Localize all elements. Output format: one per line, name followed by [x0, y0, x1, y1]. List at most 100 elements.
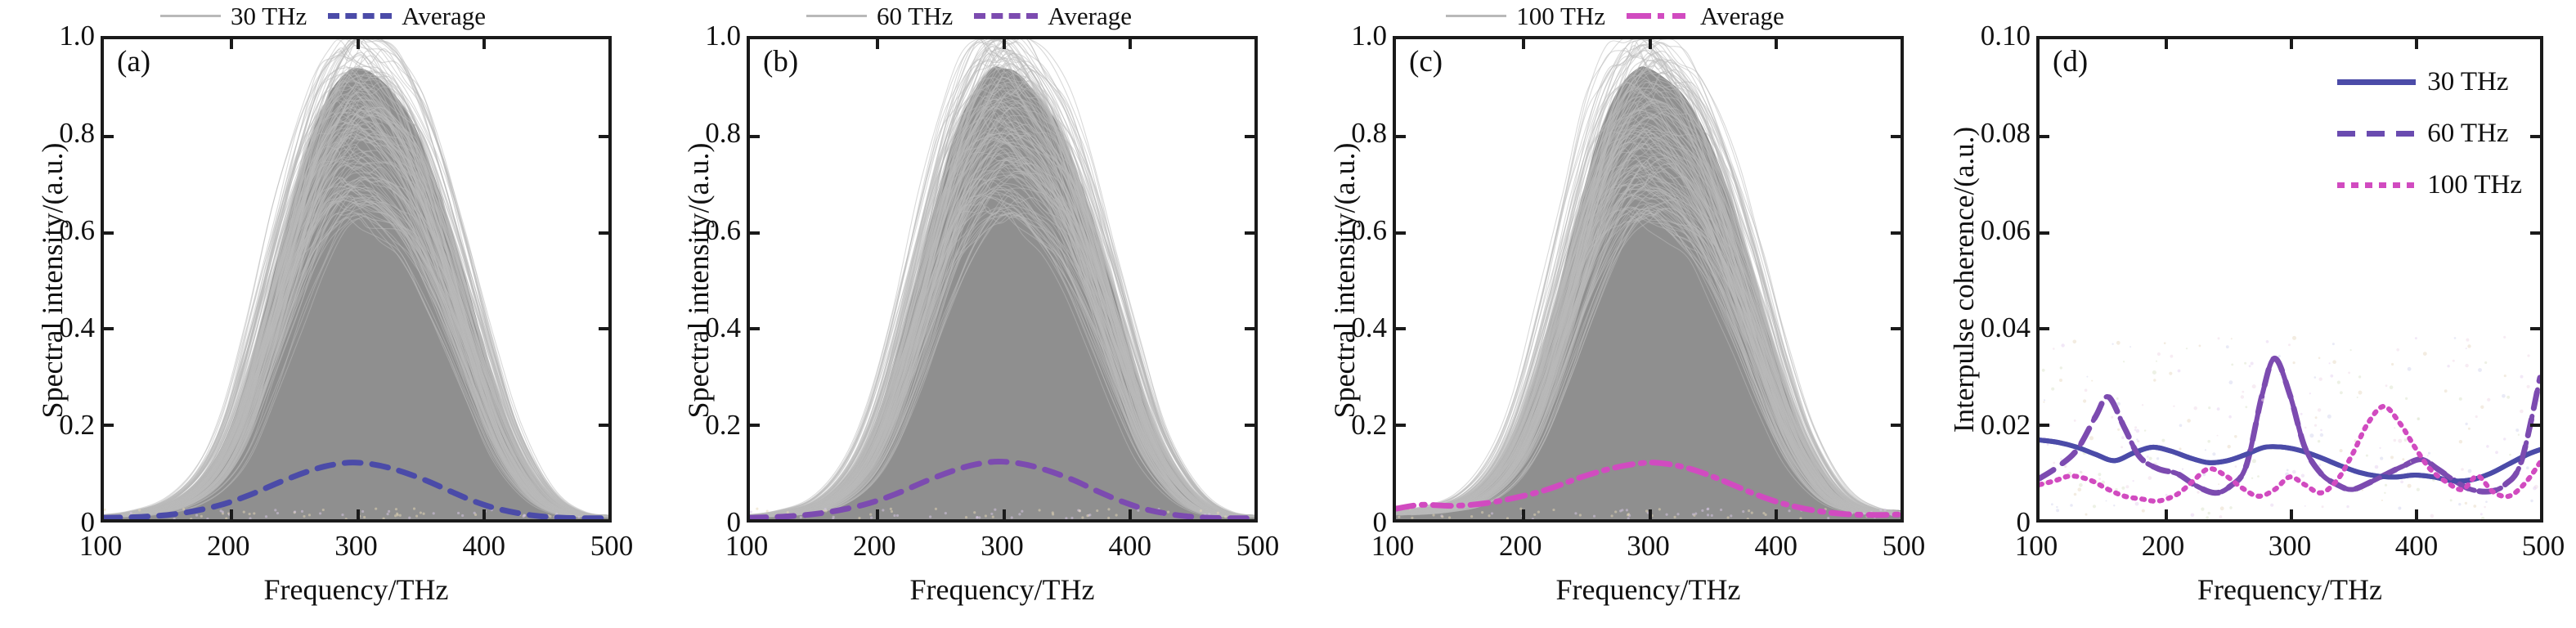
legend-label: Average	[1048, 1, 1132, 30]
panel-a-ytick-labels: 1.0 0.8 0.6 0.4 0.2 0	[0, 20, 95, 538]
y-tick-mark	[1891, 327, 1901, 331]
y-tick-label: 0.8	[705, 117, 741, 149]
y-tick-mark	[1396, 231, 1406, 235]
panel-b-ytick-labels: 1.0 0.8 0.6 0.4 0.2 0	[646, 20, 741, 538]
legend-item-60thz: 60 THz	[2337, 119, 2522, 149]
x-tick-mark	[2165, 39, 2168, 49]
y-tick-label: 0	[1372, 506, 1388, 538]
y-tick-mark	[1396, 135, 1406, 139]
x-tick-mark	[1128, 39, 1132, 49]
x-tick-label: 400	[2394, 530, 2439, 562]
legend-label: Average	[402, 1, 486, 30]
y-tick-label: 0.8	[59, 117, 95, 149]
y-tick-label: 0.10	[1980, 20, 2031, 52]
x-tick-label: 500	[1236, 530, 1280, 562]
y-tick-mark	[2040, 231, 2049, 235]
panel-c: 100 THz Average Spectral intensity/(a.u.…	[1292, 0, 1938, 628]
y-tick-label: 0.4	[1351, 312, 1387, 343]
y-tick-mark	[1396, 327, 1406, 331]
panel-d-curves	[2040, 335, 2540, 519]
y-tick-mark	[104, 231, 114, 235]
panel-a: 30 THz Average Spectral intensity/(a.u.)…	[0, 0, 646, 628]
x-tick-mark	[2415, 509, 2418, 519]
x-tick-label: 300	[2268, 530, 2312, 562]
y-tick-mark	[2530, 231, 2540, 235]
x-tick-mark	[2290, 39, 2293, 49]
x-tick-mark	[2415, 39, 2418, 49]
panel-d-ytick-labels: 0.10 0.08 0.06 0.04 0.02 0	[1938, 20, 2031, 538]
y-tick-label: 0	[726, 506, 742, 538]
legend-label: 100 THz	[2427, 170, 2522, 200]
x-axis-title: Frequency/THz	[909, 573, 1095, 606]
panel-a-curves	[104, 39, 608, 519]
y-tick-label: 0	[2016, 506, 2031, 538]
y-tick-mark	[1245, 135, 1254, 139]
x-tick-mark	[482, 509, 486, 519]
line-swatch-gray-icon	[806, 14, 868, 17]
x-tick-mark	[356, 509, 360, 519]
panel-b-legend: 60 THz Average	[646, 2, 1292, 29]
y-tick-mark	[599, 135, 608, 139]
panel-a-xtick-labels: 100 200 300 400 500	[79, 530, 634, 567]
x-tick-label: 500	[2521, 530, 2565, 562]
x-tick-mark	[876, 509, 880, 519]
line-swatch-dashdot-magenta-icon	[1627, 12, 1690, 19]
panel-d-legend: 30 THz 60 THz 100 THz	[2337, 67, 2522, 200]
line-swatch-gray-icon	[160, 14, 222, 17]
x-tick-label: 400	[1108, 530, 1152, 562]
line-swatch-dashed-purple-icon	[2337, 131, 2417, 137]
panel-b: 60 THz Average Spectral intensity/(a.u.)…	[646, 0, 1292, 628]
x-tick-label: 500	[1882, 530, 1926, 562]
x-tick-mark	[1522, 509, 1526, 519]
y-tick-label: 0.2	[1351, 409, 1387, 441]
y-tick-label: 1.0	[59, 20, 95, 52]
x-tick-mark	[356, 39, 360, 49]
legend-label: 60 THz	[2427, 119, 2509, 148]
y-tick-label: 0.02	[1980, 409, 2031, 441]
x-tick-mark	[2165, 509, 2168, 519]
line-swatch-gray-icon	[1446, 14, 1507, 17]
panel-tag: (d)	[2053, 45, 2089, 78]
x-tick-mark	[1774, 39, 1778, 49]
x-tick-label: 200	[1499, 530, 1542, 562]
panel-c-plot-area: (c)	[1393, 36, 1904, 523]
y-tick-label: 0.08	[1980, 117, 2031, 149]
x-tick-mark	[1648, 509, 1652, 519]
panel-c-legend: 100 THz Average	[1292, 2, 1938, 29]
panel-c-curves	[1396, 39, 1901, 519]
legend-label: 60 THz	[877, 1, 954, 30]
x-tick-label: 300	[1627, 530, 1670, 562]
legend-item-individual: 30 THz	[160, 3, 307, 29]
panel-tag: (b)	[763, 45, 799, 78]
x-tick-label: 100	[2014, 530, 2058, 562]
x-tick-label: 400	[462, 530, 506, 562]
x-tick-mark	[1522, 39, 1526, 49]
y-tick-label: 0.6	[59, 214, 95, 246]
x-tick-label: 400	[1754, 530, 1798, 562]
x-tick-mark	[876, 39, 880, 49]
x-tick-label: 200	[207, 530, 250, 562]
legend-label: 30 THz	[231, 1, 307, 30]
x-tick-mark	[230, 509, 234, 519]
panel-b-plot-area: (b)	[747, 36, 1258, 523]
panel-d-plot-area: (d) 30 THz 60 THz 100 THz	[2036, 36, 2543, 523]
y-tick-mark	[2040, 135, 2049, 139]
y-tick-label: 0.04	[1980, 312, 2031, 343]
y-tick-mark	[1245, 327, 1254, 331]
y-tick-mark	[750, 135, 760, 139]
y-tick-mark	[1891, 423, 1901, 427]
y-tick-mark	[750, 327, 760, 331]
y-tick-mark	[2040, 423, 2049, 427]
panel-a-plot-area: (a)	[101, 36, 612, 523]
y-tick-label: 0.6	[705, 214, 741, 246]
y-tick-mark	[2530, 327, 2540, 331]
x-tick-label: 200	[2141, 530, 2185, 562]
panel-tag: (a)	[117, 45, 151, 78]
y-tick-mark	[599, 231, 608, 235]
y-tick-mark	[1396, 423, 1406, 427]
panel-a-legend: 30 THz Average	[0, 2, 646, 29]
x-axis-title: Frequency/THz	[2197, 573, 2382, 606]
y-tick-label: 0.6	[1351, 214, 1387, 246]
legend-item-individual: 100 THz	[1446, 3, 1605, 29]
